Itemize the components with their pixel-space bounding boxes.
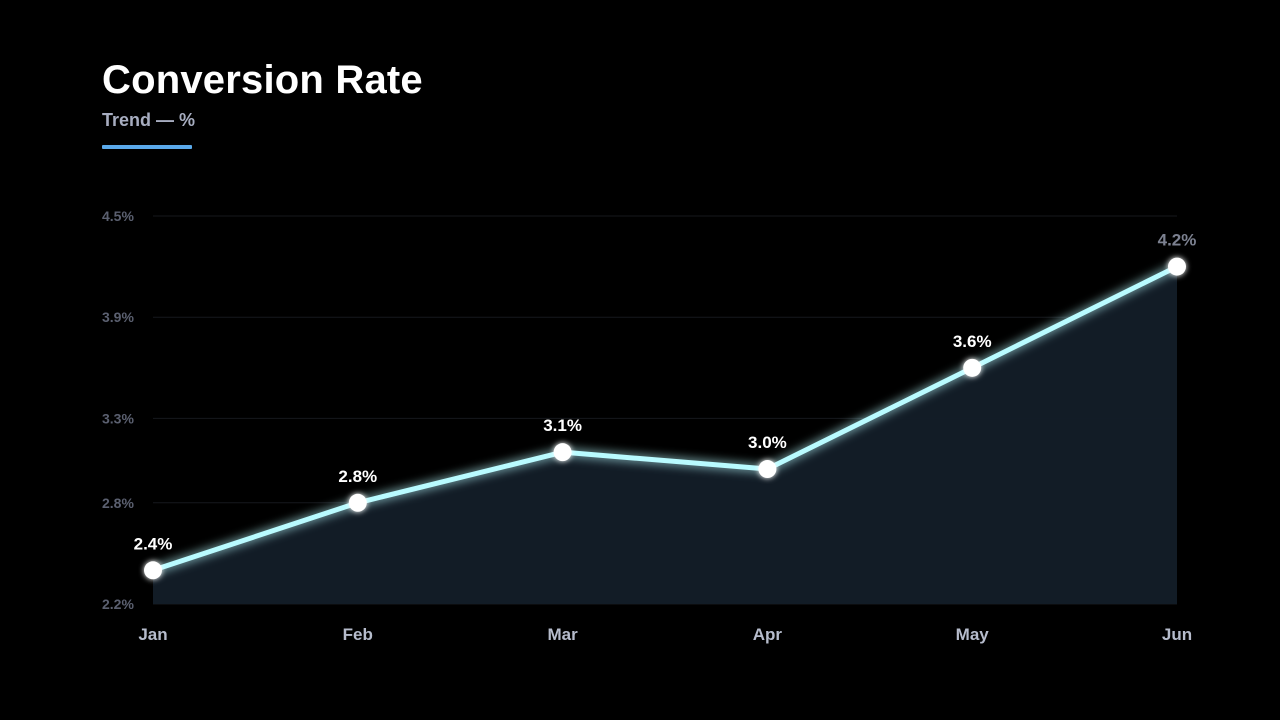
area-fill-group <box>153 266 1177 604</box>
series-line-group <box>150 264 1180 573</box>
y-tick-label: 4.5% <box>102 208 134 224</box>
y-tick-label: 2.8% <box>102 495 134 511</box>
x-tick-label: Jan <box>138 625 167 644</box>
data-labels: 2.4% 2.8% 3.1% 3.0% 3.6% 4.2% <box>134 231 1197 554</box>
chart-subtitle: Trend — % <box>102 110 196 130</box>
data-point <box>963 358 982 377</box>
data-point <box>348 493 367 512</box>
chart-title: Conversion Rate <box>102 58 423 102</box>
data-label: 3.0% <box>748 433 787 452</box>
title-accent-bar <box>102 145 192 149</box>
data-label: 3.6% <box>953 332 992 351</box>
data-point <box>758 460 777 479</box>
x-tick-label: Apr <box>753 625 783 644</box>
data-points <box>144 257 1186 580</box>
y-tick-label: 3.9% <box>102 309 134 325</box>
data-label: 3.1% <box>543 416 582 435</box>
series-line <box>150 264 1180 573</box>
data-label: 2.8% <box>338 467 377 486</box>
x-tick-label: Mar <box>547 625 578 644</box>
x-tick-label: Jun <box>1162 625 1192 644</box>
area-fill <box>153 266 1177 604</box>
data-point <box>553 443 572 462</box>
y-tick-label: 3.3% <box>102 410 134 426</box>
y-tick-label: 2.2% <box>102 596 134 612</box>
x-axis-ticks: Jan Feb Mar Apr May Jun <box>138 625 1192 644</box>
data-point <box>1168 257 1186 276</box>
y-axis-ticks: 2.2% 2.8% 3.3% 3.9% 4.5% <box>102 208 134 612</box>
data-label: 2.4% <box>134 534 173 553</box>
data-label: 4.2% <box>1158 231 1197 250</box>
x-tick-label: Feb <box>343 625 373 644</box>
x-tick-label: May <box>956 625 990 644</box>
data-point <box>144 561 162 580</box>
